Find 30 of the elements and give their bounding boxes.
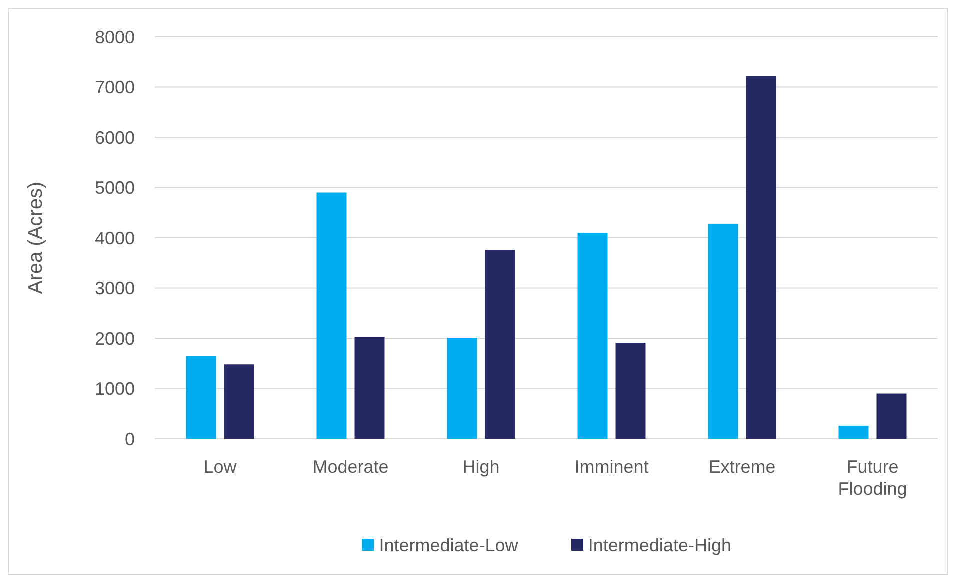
bar xyxy=(616,343,646,439)
y-tick-label: 1000 xyxy=(94,379,135,400)
x-tick-label: Imminent xyxy=(574,457,649,477)
y-axis-title: Area (Acres) xyxy=(25,182,47,294)
bar xyxy=(316,192,347,439)
bar xyxy=(224,364,254,439)
y-tick-label: 4000 xyxy=(94,228,135,248)
x-tick-label: High xyxy=(462,457,500,477)
bar xyxy=(354,336,385,439)
legend-label: Intermediate-Low xyxy=(379,535,520,556)
y-tick-label: 3000 xyxy=(94,278,135,299)
bar xyxy=(876,394,907,439)
bar xyxy=(578,232,608,439)
x-tick-label: Extreme xyxy=(708,457,776,477)
bar xyxy=(838,426,869,439)
y-tick-label: 0 xyxy=(124,429,135,450)
bar xyxy=(447,338,478,439)
y-tick-label: 7000 xyxy=(94,78,135,98)
legend-label: Intermediate-High xyxy=(588,535,732,556)
x-tick-label: Low xyxy=(204,457,238,477)
bar xyxy=(708,224,738,439)
bar xyxy=(485,250,516,439)
bar xyxy=(186,356,216,439)
y-tick-label: 5000 xyxy=(94,178,135,198)
bar xyxy=(746,76,776,439)
y-tick-label: 6000 xyxy=(94,128,135,148)
x-tick-label: Future Flooding xyxy=(838,457,908,499)
y-tick-label: 8000 xyxy=(94,27,135,48)
x-tick-label: Moderate xyxy=(312,457,389,477)
y-tick-label: 2000 xyxy=(94,328,135,349)
